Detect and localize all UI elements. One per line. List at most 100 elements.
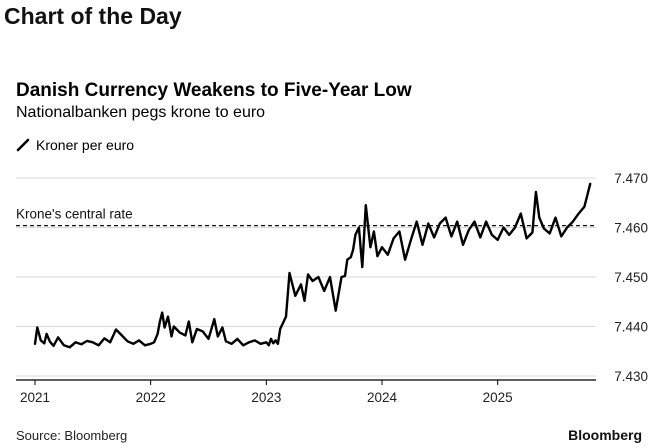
data-point <box>184 334 187 337</box>
data-point <box>589 183 592 185</box>
data-point <box>267 344 270 347</box>
data-point <box>352 248 354 251</box>
data-point <box>191 341 194 344</box>
data-point <box>531 231 534 234</box>
data-point <box>159 320 161 323</box>
data-point <box>132 342 135 345</box>
central-rate-label: Krone's central rate <box>16 207 133 222</box>
data-point <box>201 330 204 333</box>
data-point <box>281 323 284 325</box>
data-point <box>317 276 320 278</box>
data-point <box>373 230 375 233</box>
data-point <box>456 220 459 223</box>
legend-label: Kroner per euro <box>36 137 135 153</box>
data-point <box>450 235 453 238</box>
data-point <box>323 290 326 292</box>
data-point <box>187 320 190 323</box>
data-point <box>421 243 424 246</box>
series-group <box>33 182 592 349</box>
data-point <box>444 216 447 219</box>
data-point <box>548 232 551 235</box>
data-point <box>115 328 117 331</box>
data-point <box>349 256 352 259</box>
legend-line-icon <box>16 138 30 152</box>
data-point <box>525 237 528 240</box>
data-point <box>438 222 441 225</box>
data-point <box>361 266 364 268</box>
data-point <box>554 216 557 219</box>
data-point <box>39 339 42 342</box>
data-point <box>91 341 94 344</box>
data-point <box>103 337 106 340</box>
page-header-title: Chart of the Day <box>4 3 182 29</box>
data-point <box>153 341 156 344</box>
y-tick-label: 7.450 <box>614 270 648 285</box>
data-point <box>479 236 482 239</box>
data-point <box>149 342 152 345</box>
data-point <box>248 341 250 344</box>
data-point <box>225 340 227 343</box>
data-point <box>45 333 48 335</box>
data-point <box>236 338 239 340</box>
data-point <box>49 340 51 343</box>
data-point <box>344 275 346 277</box>
data-point <box>285 315 287 318</box>
data-point <box>279 328 282 330</box>
source-note: Source: Bloomberg <box>16 428 128 443</box>
data-point <box>354 234 357 236</box>
data-point <box>52 344 55 347</box>
data-point <box>485 220 487 223</box>
data-point <box>427 222 430 225</box>
data-point <box>43 342 46 345</box>
data-point <box>216 335 219 338</box>
y-tick-label: 7.470 <box>614 171 648 186</box>
data-point <box>364 204 367 207</box>
data-point <box>221 326 224 329</box>
y-tick-label: 7.460 <box>614 221 648 236</box>
data-point <box>163 326 166 329</box>
data-point <box>170 335 173 338</box>
data-point <box>346 258 349 261</box>
data-point <box>294 294 297 297</box>
axes: 7.430 7.440 7.450 7.460 7.470 2021 2022 2023 202… <box>16 171 648 405</box>
data-point <box>74 341 77 344</box>
data-point <box>566 226 568 229</box>
data-point <box>120 334 123 337</box>
data-point <box>80 343 83 346</box>
data-point <box>502 226 505 229</box>
data-point <box>358 226 360 229</box>
data-point <box>369 246 372 249</box>
data-point <box>138 339 141 342</box>
data-point <box>496 239 499 241</box>
data-point <box>207 338 210 340</box>
data-point <box>196 328 198 330</box>
data-point <box>473 220 476 223</box>
data-point <box>404 258 406 261</box>
data-point <box>519 212 522 215</box>
data-point <box>63 344 65 347</box>
data-point <box>156 333 159 335</box>
data-point <box>259 342 262 345</box>
x-tick-label: 2022 <box>136 390 166 405</box>
data-point <box>230 342 233 345</box>
data-point <box>172 325 175 328</box>
data-point <box>57 336 59 339</box>
chart-subtitle: Nationalbanken pegs krone to euro <box>16 104 266 121</box>
data-point <box>270 338 272 340</box>
data-point <box>307 273 309 276</box>
data-point <box>253 339 256 342</box>
data-point <box>274 339 277 342</box>
x-tick-label: 2023 <box>251 390 281 405</box>
data-point <box>398 230 401 233</box>
data-point <box>535 191 537 193</box>
data-point <box>272 342 275 345</box>
data-point <box>572 220 574 223</box>
data-point <box>242 344 245 347</box>
data-point <box>97 344 100 347</box>
data-point <box>508 234 511 236</box>
data-point <box>300 283 302 286</box>
data-point <box>386 253 389 256</box>
data-point <box>303 299 306 302</box>
data-point <box>376 255 379 258</box>
